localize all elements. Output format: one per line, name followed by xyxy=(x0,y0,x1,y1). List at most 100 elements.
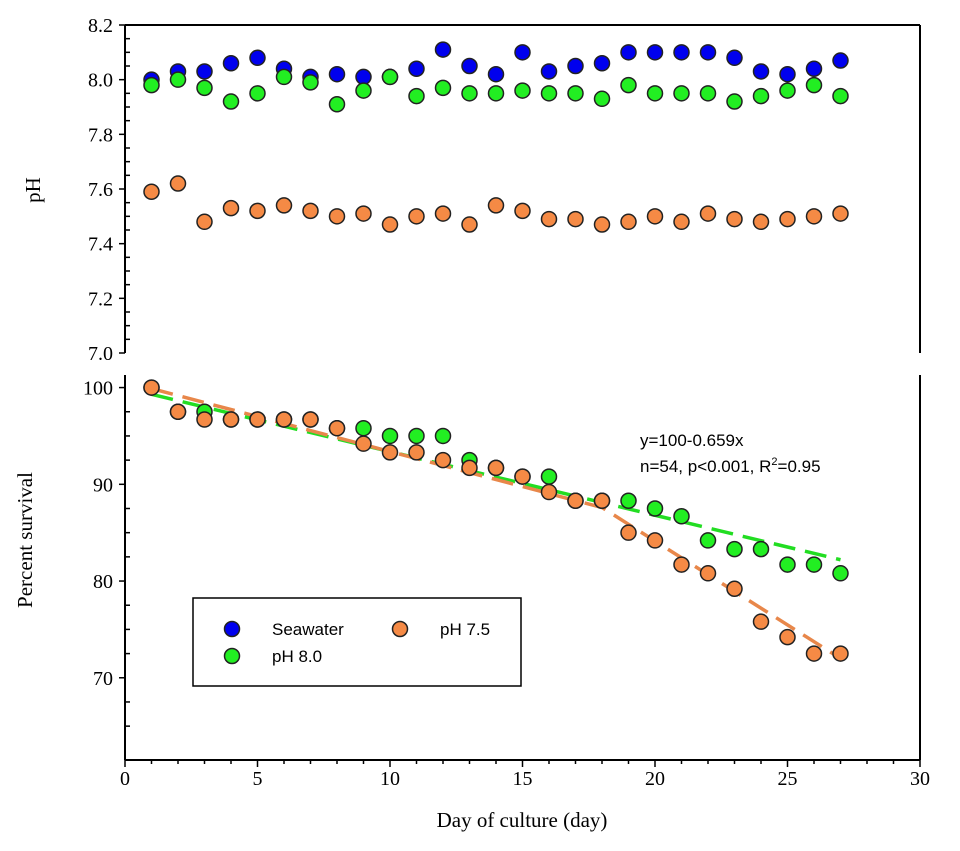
fit-stats-sup: 2 xyxy=(771,456,777,468)
survival-point-ph-8-0 xyxy=(699,532,717,549)
top-y-tick-label: 7.8 xyxy=(88,124,113,146)
top-y-tick-label: 8.2 xyxy=(88,15,113,37)
top-y-axis-label: pH xyxy=(21,177,45,203)
ph-point-ph-7-5 xyxy=(328,208,346,225)
ph-point-ph-8-0 xyxy=(646,85,664,102)
survival-point-ph-7-5 xyxy=(143,379,160,396)
fit-statistics: n=54, p<0.001, R2=0.95 xyxy=(640,456,821,476)
ph-point-ph-8-0 xyxy=(302,74,319,91)
ph-point-ph-8-0 xyxy=(249,85,266,102)
ph-point-seawater xyxy=(726,49,743,67)
ph-point-seawater xyxy=(779,65,796,83)
ph-point-seawater xyxy=(805,60,823,77)
survival-point-ph-7-5 xyxy=(196,411,213,428)
ph-point-seawater xyxy=(196,63,213,80)
survival-point-ph-7-5 xyxy=(302,411,319,428)
ph-point-ph-7-5 xyxy=(169,175,187,192)
survival-point-ph-7-5 xyxy=(249,411,266,428)
ph-point-seawater xyxy=(222,55,240,72)
ph-point-ph-8-0 xyxy=(434,79,452,97)
ph-point-ph-7-5 xyxy=(143,183,160,200)
ph-point-ph-7-5 xyxy=(540,210,558,228)
ph-point-ph-7-5 xyxy=(461,216,478,233)
ph-point-seawater xyxy=(328,65,346,83)
survival-point-ph-7-5 xyxy=(328,419,346,437)
ph-point-ph-8-0 xyxy=(408,87,425,105)
ph-point-ph-8-0 xyxy=(779,82,796,99)
survival-point-ph-7-5 xyxy=(169,403,187,421)
ph-point-seawater xyxy=(620,44,637,61)
survival-point-ph-7-5 xyxy=(514,468,531,485)
bottom-y-tick-label: 100 xyxy=(83,378,113,400)
legend-label-seawater: Seawater xyxy=(272,620,344,639)
survival-point-ph-7-5 xyxy=(699,565,717,582)
ph-point-ph-7-5 xyxy=(355,205,372,222)
ph-point-ph-8-0 xyxy=(805,76,823,94)
legend-label-ph80: pH 8.0 xyxy=(272,647,322,666)
survival-point-ph-7-5 xyxy=(487,459,505,477)
ph-point-ph-8-0 xyxy=(752,87,770,105)
ph-point-ph-8-0 xyxy=(487,85,505,102)
ph-point-ph-7-5 xyxy=(196,213,213,231)
ph-point-ph-8-0 xyxy=(699,85,717,102)
ph-point-seawater xyxy=(514,44,531,61)
ph-point-seawater xyxy=(699,44,717,61)
ph-point-ph-7-5 xyxy=(381,216,399,233)
ph-point-ph-7-5 xyxy=(752,213,770,231)
ph-point-ph-8-0 xyxy=(567,85,584,102)
ph-point-seawater xyxy=(673,44,690,61)
bottom-y-tick-label: 90 xyxy=(93,474,113,496)
ph-point-seawater xyxy=(487,65,505,83)
survival-point-ph-7-5 xyxy=(646,532,664,549)
ph-point-ph-7-5 xyxy=(726,210,743,228)
ph-point-ph-7-5 xyxy=(302,202,319,220)
x-tick-label: 5 xyxy=(253,768,263,790)
survival-point-ph-7-5 xyxy=(620,524,637,541)
ph-point-seawater xyxy=(567,57,584,75)
fit-line-ph-8-0-fit xyxy=(151,392,841,562)
ph-point-ph-8-0 xyxy=(540,85,558,102)
ph-point-ph-8-0 xyxy=(143,76,160,94)
survival-point-ph-7-5 xyxy=(408,444,425,461)
legend-marker-ph80 xyxy=(223,647,241,665)
bottom-y-tick-label: 70 xyxy=(93,668,113,690)
survival-point-ph-8-0 xyxy=(620,492,637,510)
survival-point-ph-8-0 xyxy=(673,507,690,525)
survival-point-ph-8-0 xyxy=(408,427,425,445)
survival-point-ph-7-5 xyxy=(381,444,399,461)
legend-label-ph75: pH 7.5 xyxy=(440,620,490,639)
ph-point-ph-7-5 xyxy=(673,213,690,231)
top-y-tick-label: 7.0 xyxy=(88,343,113,365)
survival-point-ph-7-5 xyxy=(593,492,611,510)
ph-point-ph-8-0 xyxy=(196,79,213,97)
ph-point-ph-8-0 xyxy=(673,85,690,102)
ph-point-ph-8-0 xyxy=(381,68,399,86)
ph-point-ph-8-0 xyxy=(461,85,478,102)
ph-point-seawater xyxy=(461,57,478,75)
top-y-tick-label: 7.2 xyxy=(88,288,113,310)
survival-point-ph-7-5 xyxy=(779,628,796,646)
survival-point-ph-7-5 xyxy=(540,483,558,501)
bottom-y-axis-label: Percent survival xyxy=(13,472,37,608)
ph-point-seawater xyxy=(540,63,558,80)
ph-point-ph-7-5 xyxy=(487,197,505,214)
ph-point-seawater xyxy=(434,41,452,58)
ph-point-ph-8-0 xyxy=(328,96,346,113)
legend-marker-seawater xyxy=(223,620,241,638)
survival-point-ph-7-5 xyxy=(752,613,770,630)
ph-point-seawater xyxy=(646,44,664,61)
ph-point-ph-7-5 xyxy=(620,213,637,231)
survival-point-ph-8-0 xyxy=(752,540,770,558)
x-tick-label: 0 xyxy=(120,768,130,790)
fit-equation: y=100-0.659x xyxy=(640,431,744,450)
x-tick-label: 15 xyxy=(513,768,533,790)
x-tick-label: 20 xyxy=(645,768,665,790)
ph-point-ph-8-0 xyxy=(832,87,849,105)
x-tick-label: 10 xyxy=(380,768,400,790)
survival-point-ph-8-0 xyxy=(434,427,452,445)
ph-point-ph-8-0 xyxy=(620,76,637,94)
legend-box xyxy=(192,597,522,687)
survival-point-ph-7-5 xyxy=(355,435,372,452)
ph-point-ph-7-5 xyxy=(514,202,531,220)
